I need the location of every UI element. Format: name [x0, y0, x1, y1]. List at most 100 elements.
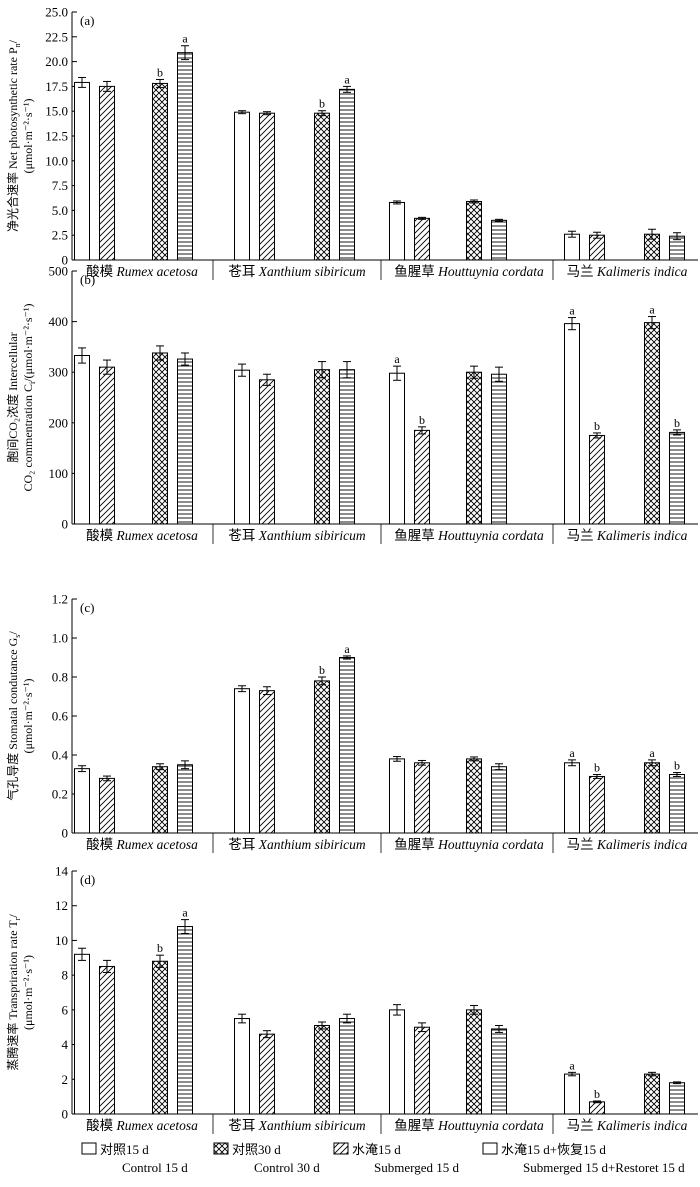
- bar-series-restore-15d-houttuynia: [491, 766, 507, 834]
- significance-label: a: [344, 72, 350, 86]
- bar-series-control-15d-xanthium: [234, 688, 250, 834]
- category-label-rumex: 酸模 Rumex acetosa: [86, 1118, 198, 1133]
- legend: 对照15 d Control 15 d 对照30 d Control 30 d 水淹15…: [81, 1142, 685, 1175]
- category-label-xanthium: 苍耳 Xanthium sibiricum: [228, 837, 365, 852]
- bar-series-submerged-15d-rumex: [99, 777, 115, 834]
- y-tick-label: 0: [62, 253, 69, 268]
- panel-label: (c): [80, 600, 94, 615]
- legend-label-en: Submerged 15 d+Restoret 15 d: [523, 1160, 685, 1175]
- bar-series-restore-15d-xanthium: [339, 657, 355, 834]
- bar-series-restore-15d-kalimeris: [669, 431, 685, 525]
- y-tick-label: 200: [49, 415, 69, 430]
- significance-label: a: [569, 304, 575, 318]
- bar-series-submerged-15d-xanthium: [259, 1033, 275, 1115]
- y-axis-title: 胞间CO₂浓度 IntercellularCO₂ commentration C…: [5, 303, 37, 491]
- bar-series-control-30d-xanthium: [314, 680, 330, 834]
- chart-panel-a: 0 2.5 5.0 7.5 10.0 12.5 15.0 17.5 20.0 22.5 25.0 (a…: [5, 5, 698, 280]
- y-tick-label: 0.2: [52, 787, 68, 802]
- y-tick-label: 22.5: [45, 29, 68, 44]
- significance-label: b: [157, 65, 163, 79]
- bar-series-control-30d-houttuynia: [466, 371, 482, 525]
- bar-series-control-15d-xanthium: [234, 1018, 250, 1115]
- y-tick-label: 8: [62, 968, 69, 983]
- y-tick-label: 10: [55, 933, 68, 948]
- bar-series-control-15d-xanthium: [234, 369, 250, 525]
- y-tick-label: 0.4: [52, 748, 69, 763]
- bar-series-control-30d-xanthium: [314, 112, 330, 261]
- y-tick-label: 0: [62, 826, 69, 841]
- category-label-xanthium: 苍耳 Xanthium sibiricum: [228, 264, 365, 279]
- y-tick-label: 17.5: [45, 79, 68, 94]
- bar-series-control-30d-rumex: [152, 82, 168, 261]
- y-tick-label: 10.0: [45, 153, 68, 168]
- y-tick-label: 0.6: [52, 709, 69, 724]
- legend-label-en: Submerged 15 d: [374, 1160, 459, 1175]
- bar-series-restore-15d-rumex: [177, 358, 193, 525]
- significance-label: a: [182, 32, 188, 46]
- bar-series-restore-15d-rumex: [177, 52, 193, 261]
- category-label-houttuynia: 鱼腥草 Houttuynia cordata: [394, 263, 544, 279]
- bar-series-control-30d-rumex: [152, 352, 168, 525]
- significance-label: a: [649, 303, 655, 317]
- legend-swatch: [213, 1142, 229, 1155]
- bar-series-submerged-15d-houttuynia: [414, 762, 430, 834]
- y-tick-label: 25.0: [45, 5, 68, 20]
- legend-label-en: Control 30 d: [254, 1160, 320, 1175]
- bar-series-control-30d-kalimeris: [644, 322, 660, 525]
- bar-series-control-30d-rumex: [152, 766, 168, 834]
- bar-series-submerged-15d-rumex: [99, 366, 115, 525]
- legend-swatch: [482, 1142, 498, 1155]
- bar-series-submerged-15d-kalimeris: [589, 775, 605, 834]
- bar-series-restore-15d-xanthium: [339, 1018, 355, 1115]
- y-tick-label: 6: [62, 1002, 69, 1017]
- category-label-xanthium: 苍耳 Xanthium sibiricum: [228, 528, 365, 543]
- significance-label: b: [594, 419, 600, 433]
- y-tick-label: 4: [62, 1037, 69, 1052]
- bar-series-control-30d-houttuynia: [466, 1009, 482, 1115]
- category-label-rumex: 酸模 Rumex acetosa: [86, 264, 198, 279]
- y-axis-title: 气孔导度 Stomatal condutance Gs/(μmol·m⁻²·s⁻…: [5, 631, 35, 801]
- bar-series-restore-15d-rumex: [177, 926, 193, 1115]
- y-tick-label: 0.8: [52, 670, 68, 685]
- significance-label: b: [319, 97, 325, 111]
- bar-series-control-30d-xanthium: [314, 369, 330, 525]
- bar-series-control-15d-kalimeris: [564, 1073, 580, 1115]
- bar-series-restore-15d-rumex: [177, 764, 193, 834]
- bar-series-control-15d-kalimeris: [564, 323, 580, 525]
- panel-label: (b): [80, 272, 95, 287]
- category-label-houttuynia: 鱼腥草 Houttuynia cordata: [394, 1117, 544, 1133]
- bar-series-restore-15d-houttuynia: [491, 1028, 507, 1115]
- bar-series-control-15d-xanthium: [234, 111, 250, 261]
- bar-series-control-30d-kalimeris: [644, 762, 660, 834]
- legend-label-cn: 对照15 d: [100, 1142, 149, 1157]
- legend-label-cn: 水淹15 d: [352, 1142, 401, 1157]
- y-axis-title: 蒸腾速率 Transpriration rate Tr/(μmol·m⁻²·s⁻…: [5, 914, 35, 1071]
- bar-series-control-15d-rumex: [74, 768, 90, 834]
- bar-series-submerged-15d-xanthium: [259, 690, 275, 834]
- bar-series-control-15d-kalimeris: [564, 233, 580, 261]
- legend-label-cn: 水淹15 d+恢复15 d: [501, 1142, 606, 1157]
- bar-series-restore-15d-xanthium: [339, 88, 355, 261]
- category-label-xanthium: 苍耳 Xanthium sibiricum: [228, 1118, 365, 1133]
- panel-label: (d): [80, 872, 95, 887]
- category-label-rumex: 酸模 Rumex acetosa: [86, 528, 198, 543]
- chart-panel-b: 0 100 200 300 400 500 (b) 胞间CO₂浓度 Intercellular…: [5, 264, 698, 544]
- significance-label: b: [594, 761, 600, 775]
- bar-series-control-15d-houttuynia: [389, 1009, 405, 1115]
- legend-label-cn: 对照30 d: [232, 1142, 281, 1157]
- significance-label: b: [319, 663, 325, 677]
- bar-series-control-30d-kalimeris: [644, 1073, 660, 1115]
- significance-label: a: [394, 352, 400, 366]
- bar-series-restore-15d-xanthium: [339, 369, 355, 525]
- y-axis-title: 净光合速率 Net photosynthetic rate Pn/(μmol·m…: [5, 39, 35, 232]
- y-tick-label: 12.5: [45, 129, 68, 144]
- bar-series-restore-15d-kalimeris: [669, 1082, 685, 1115]
- significance-label: b: [674, 416, 680, 430]
- y-tick-label: 12: [55, 898, 68, 913]
- bar-series-control-30d-houttuynia: [466, 758, 482, 834]
- category-label-kalimeris: 马兰 Kalimeris indica: [567, 837, 688, 852]
- bar-series-restore-15d-houttuynia: [491, 373, 507, 525]
- significance-label: a: [182, 906, 188, 920]
- bar-series-submerged-15d-rumex: [99, 965, 115, 1115]
